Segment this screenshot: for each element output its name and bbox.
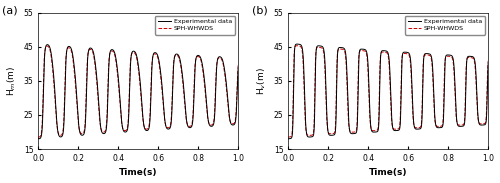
Line: Experimental data: Experimental data xyxy=(288,44,488,139)
Y-axis label: H$_{v}$(m): H$_{v}$(m) xyxy=(256,67,268,95)
SPH-WHWDS xyxy=(121,129,127,131)
X-axis label: Time(s): Time(s) xyxy=(369,168,408,178)
Experimental data xyxy=(370,131,376,133)
Line: Experimental data: Experimental data xyxy=(38,45,238,139)
SPH-WHWDS xyxy=(285,136,291,138)
SPH-WHWDS xyxy=(36,136,42,138)
SPH-WHWDS xyxy=(232,121,237,124)
Experimental data xyxy=(486,60,492,62)
SPH-WHWDS xyxy=(320,48,326,51)
SPH-WHWDS xyxy=(236,63,242,65)
Line: SPH-WHWDS: SPH-WHWDS xyxy=(288,46,488,137)
SPH-WHWDS xyxy=(35,136,41,138)
Experimental data xyxy=(232,123,237,125)
Experimental data xyxy=(36,138,42,140)
Experimental data xyxy=(308,136,314,138)
SPH-WHWDS xyxy=(70,59,76,61)
SPH-WHWDS xyxy=(44,45,50,47)
Legend: Experimental data, SPH-WHWDS: Experimental data, SPH-WHWDS xyxy=(154,16,236,35)
Text: (b): (b) xyxy=(252,6,268,16)
Experimental data xyxy=(460,125,466,127)
SPH-WHWDS xyxy=(58,134,64,136)
X-axis label: Time(s): Time(s) xyxy=(119,168,158,178)
Legend: Experimental data, SPH-WHWDS: Experimental data, SPH-WHWDS xyxy=(404,16,485,35)
SPH-WHWDS xyxy=(294,45,300,47)
Text: (a): (a) xyxy=(2,6,18,16)
Experimental data xyxy=(236,64,242,66)
Experimental data xyxy=(58,136,64,138)
Experimental data xyxy=(362,48,368,51)
SPH-WHWDS xyxy=(308,134,314,136)
Experimental data xyxy=(44,44,51,46)
Experimental data xyxy=(320,46,326,48)
SPH-WHWDS xyxy=(370,130,376,132)
Experimental data xyxy=(285,138,291,140)
Experimental data xyxy=(482,124,488,126)
Y-axis label: H$_{m}$(m): H$_{m}$(m) xyxy=(6,66,18,96)
Experimental data xyxy=(294,43,300,45)
SPH-WHWDS xyxy=(112,56,118,58)
SPH-WHWDS xyxy=(486,59,492,61)
SPH-WHWDS xyxy=(362,50,368,52)
Experimental data xyxy=(210,124,216,126)
Experimental data xyxy=(70,56,76,58)
SPH-WHWDS xyxy=(210,123,216,125)
SPH-WHWDS xyxy=(482,122,488,125)
Experimental data xyxy=(112,53,118,56)
Line: SPH-WHWDS: SPH-WHWDS xyxy=(38,46,238,137)
Experimental data xyxy=(35,137,41,139)
Experimental data xyxy=(121,130,127,132)
SPH-WHWDS xyxy=(460,124,466,126)
